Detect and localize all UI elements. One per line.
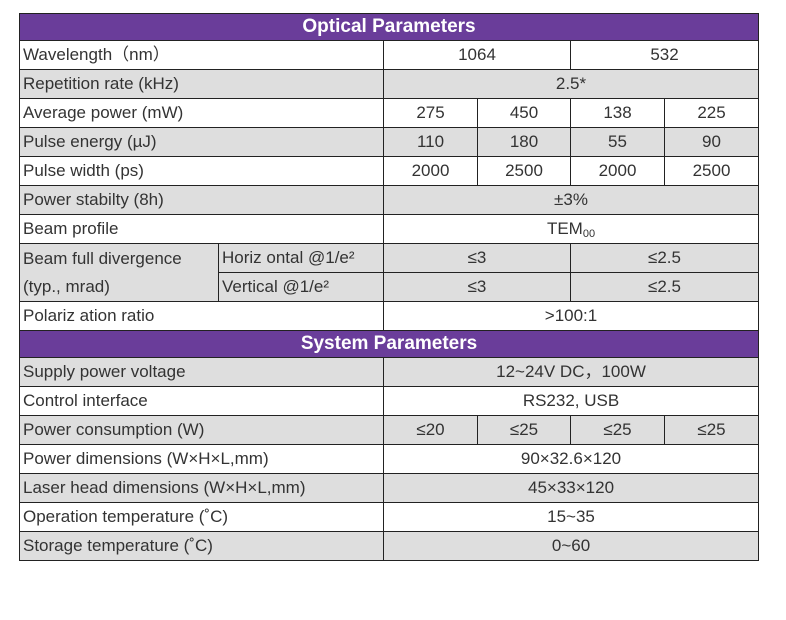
tem-subscript: 00 — [582, 228, 596, 240]
value: 138 — [570, 98, 665, 128]
value: ≤20 — [383, 415, 478, 445]
value-1064: 1064 — [383, 40, 571, 70]
section-title: Optical Parameters — [18, 13, 760, 41]
value: RS232, USB — [382, 386, 760, 416]
value: ±3% — [382, 185, 760, 215]
row-label-beam-divergence: Beam full divergence (typ., mrad) — [19, 243, 219, 302]
row-beam-divergence-vertical: Vertical @1/e² ≤3 ≤2.5 — [20, 272, 760, 302]
row-storage-temperature: Storage temperature (˚C) 0~60 — [19, 531, 760, 561]
value: 15~35 — [382, 502, 760, 532]
value: TEM00 — [382, 214, 760, 244]
value: 450 — [477, 98, 571, 128]
value: 225 — [663, 98, 760, 128]
tem-label: TEM — [546, 219, 583, 238]
row-label: Power consumption (W) — [19, 415, 384, 445]
value: 2000 — [570, 156, 665, 186]
value: ≤25 — [570, 415, 665, 445]
value: ≤2.5 — [569, 272, 760, 302]
value: 90 — [663, 127, 760, 157]
value: ≤25 — [477, 415, 571, 445]
row-label: Pulse width (ps) — [19, 156, 384, 186]
label-line-1: Beam full divergence — [23, 248, 182, 268]
row-power-dimensions: Power dimensions (W×H×L,mm) 90×32.6×120 — [19, 444, 760, 474]
row-label: Storage temperature (˚C) — [19, 531, 384, 561]
system-parameters-header: System Parameters — [18, 330, 760, 358]
row-label: Average power (mW) — [19, 98, 384, 128]
row-label: Laser head dimensions (W×H×L,mm) — [19, 473, 384, 503]
sub-label-vertical: Vertical @1/e² — [218, 272, 384, 302]
row-control-interface: Control interface RS232, USB — [19, 386, 760, 416]
value: 45×33×120 — [382, 473, 760, 503]
value: 2000 — [383, 156, 478, 186]
specifications-table: Optical Parameters Wavelength（nm） 1064 5… — [18, 13, 760, 561]
value: 2500 — [477, 156, 571, 186]
row-repetition-rate: Repetition rate (kHz) 2.5* — [19, 69, 760, 99]
sub-label-horizontal: Horiz ontal @1/e² — [218, 243, 384, 273]
row-power-consumption: Power consumption (W) ≤20 ≤25 ≤25 ≤25 — [19, 415, 760, 445]
value: 110 — [383, 127, 478, 157]
value: 275 — [383, 98, 478, 128]
row-supply-voltage: Supply power voltage 12~24V DC，100W — [19, 357, 760, 387]
value: 2.5* — [382, 69, 760, 99]
value: ≤2.5 — [569, 243, 760, 273]
row-label: Power stabilty (8h) — [19, 185, 384, 215]
row-beam-divergence-horizontal: Beam full divergence (typ., mrad) Horiz o… — [19, 243, 760, 302]
row-laser-head-dimensions: Laser head dimensions (W×H×L,mm) 45×33×1… — [19, 473, 760, 503]
row-label: Pulse energy (µJ) — [19, 127, 384, 157]
row-label: Polariz ation ratio — [19, 301, 384, 331]
row-label: Power dimensions (W×H×L,mm) — [19, 444, 384, 474]
row-label: Wavelength（nm） — [19, 40, 384, 70]
value: 0~60 — [382, 531, 760, 561]
label-line-2: (typ., mrad) — [23, 276, 110, 296]
value: 12~24V DC，100W — [382, 357, 760, 387]
row-average-power: Average power (mW) 275 450 138 225 — [19, 98, 760, 128]
row-pulse-energy: Pulse energy (µJ) 110 180 55 90 — [19, 127, 760, 157]
value: ≤25 — [663, 415, 760, 445]
row-label: Operation temperature (˚C) — [19, 502, 384, 532]
row-power-stability: Power stabilty (8h) ±3% — [19, 185, 760, 215]
optical-parameters-header: Optical Parameters — [18, 13, 760, 41]
row-operation-temperature: Operation temperature (˚C) 15~35 — [19, 502, 760, 532]
row-wavelength: Wavelength（nm） 1064 532 — [19, 40, 760, 70]
section-title: System Parameters — [18, 330, 760, 358]
value-532: 532 — [569, 40, 760, 70]
value: >100:1 — [382, 301, 760, 331]
row-beam-profile: Beam profile TEM00 — [19, 214, 760, 244]
row-pulse-width: Pulse width (ps) 2000 2500 2000 2500 — [19, 156, 760, 186]
row-label: Repetition rate (kHz) — [19, 69, 384, 99]
value: 55 — [570, 127, 665, 157]
value: 90×32.6×120 — [382, 444, 760, 474]
row-label: Control interface — [19, 386, 384, 416]
row-polarization-ratio: Polariz ation ratio >100:1 — [19, 301, 760, 331]
value: 180 — [477, 127, 571, 157]
row-label: Beam profile — [19, 214, 384, 244]
value: ≤3 — [383, 272, 571, 302]
value: 2500 — [663, 156, 760, 186]
row-label: Supply power voltage — [19, 357, 384, 387]
value: ≤3 — [383, 243, 571, 273]
